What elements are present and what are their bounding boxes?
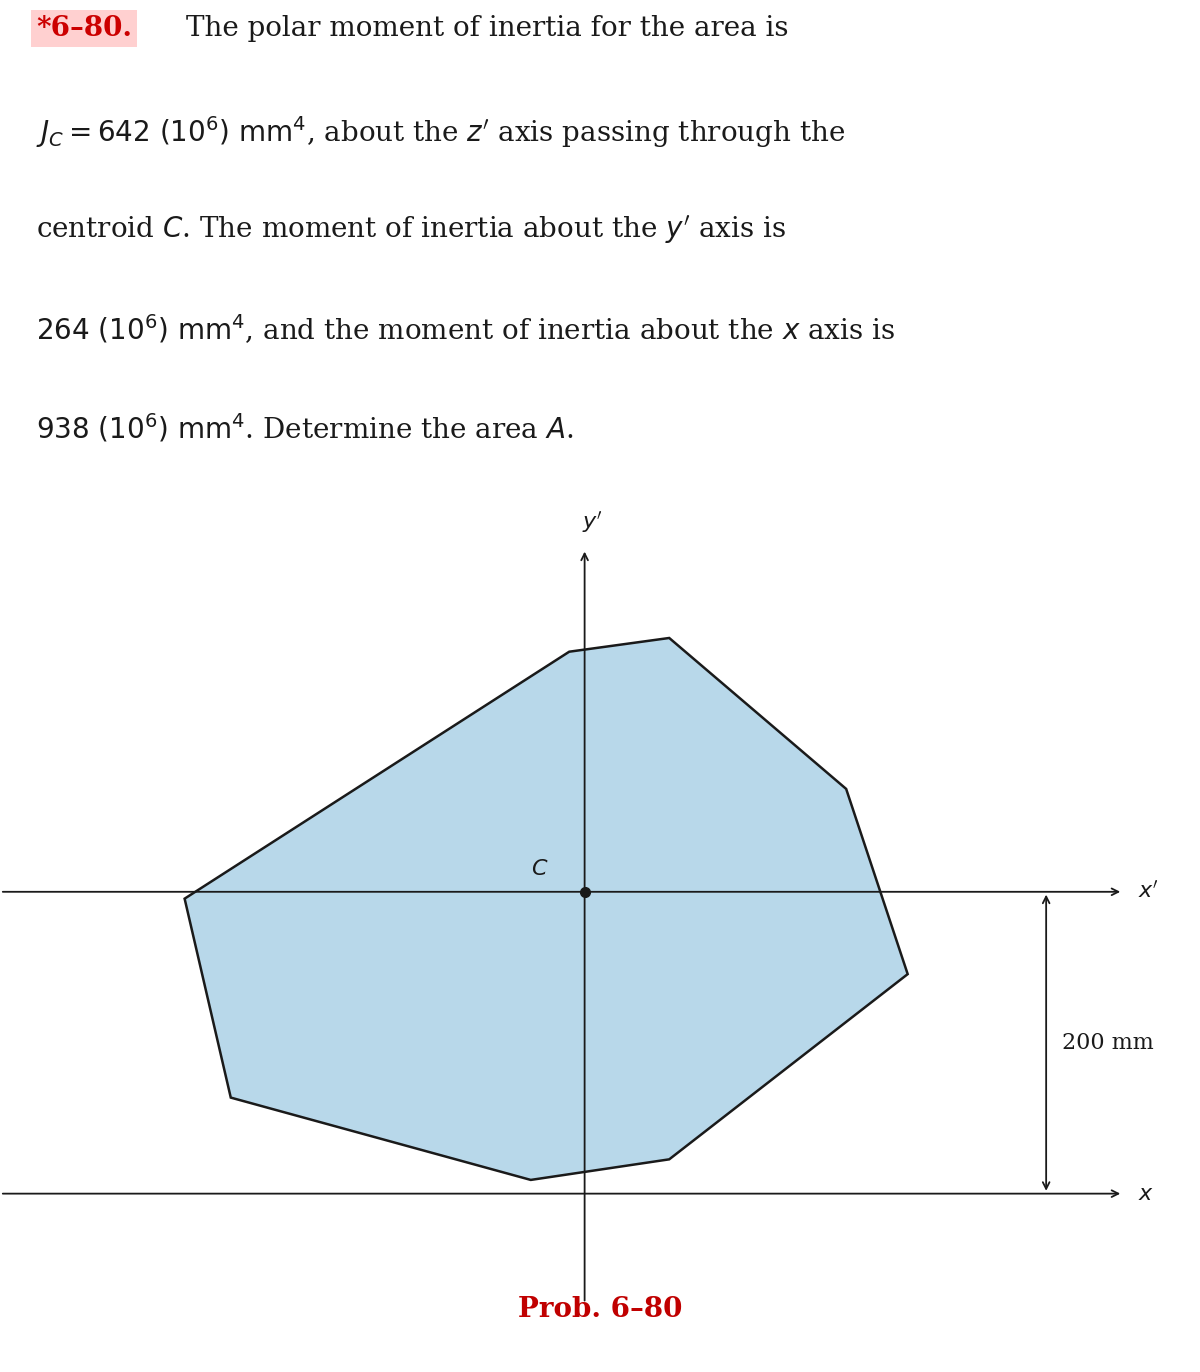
- Text: $x$: $x$: [1139, 1183, 1154, 1205]
- Polygon shape: [185, 638, 907, 1180]
- Text: $C$: $C$: [530, 859, 548, 881]
- Text: $y'$: $y'$: [582, 509, 602, 535]
- Text: Prob. 6–80: Prob. 6–80: [518, 1295, 682, 1323]
- Text: The polar moment of inertia for the area is: The polar moment of inertia for the area…: [186, 15, 788, 43]
- Text: $x'$: $x'$: [1139, 881, 1159, 903]
- Text: $J_C = 642\ (10^6)\ \mathrm{mm}^4$, about the $z'$ axis passing through the: $J_C = 642\ (10^6)\ \mathrm{mm}^4$, abou…: [36, 114, 845, 150]
- Text: $938\ (10^6)\ \mathrm{mm}^4$. Determine the area $A$.: $938\ (10^6)\ \mathrm{mm}^4$. Determine …: [36, 412, 574, 445]
- Text: centroid $C$. The moment of inertia about the $y'$ axis is: centroid $C$. The moment of inertia abou…: [36, 213, 786, 246]
- Text: $264\ (10^6)\ \mathrm{mm}^4$, and the moment of inertia about the $x$ axis is: $264\ (10^6)\ \mathrm{mm}^4$, and the mo…: [36, 313, 895, 346]
- Text: *6–80.: *6–80.: [36, 15, 132, 43]
- Text: 200 mm: 200 mm: [1062, 1032, 1153, 1054]
